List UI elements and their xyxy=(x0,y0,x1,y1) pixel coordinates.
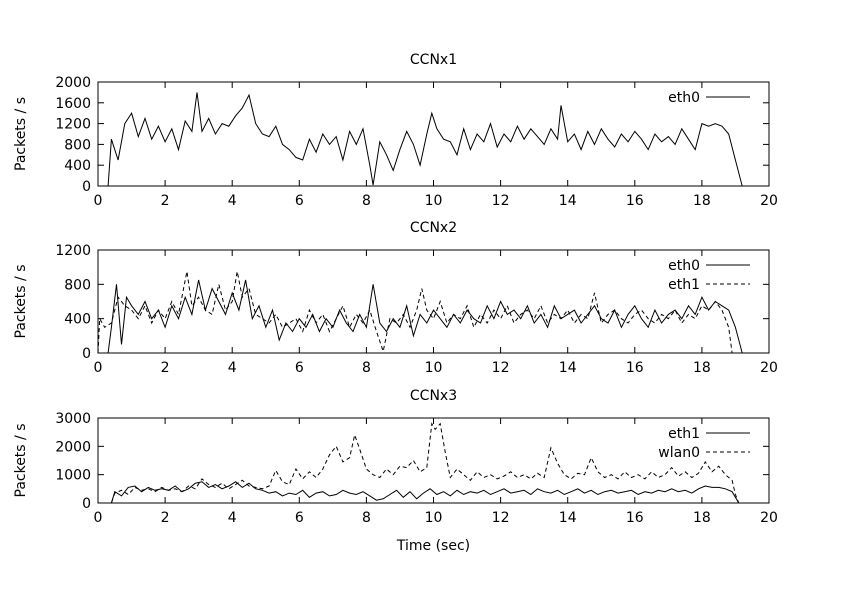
chart-title: CCNx2 xyxy=(410,220,457,236)
legend-label-eth0: eth0 xyxy=(668,258,700,274)
x-tick-label: 6 xyxy=(295,510,304,526)
y-axis-label: Packets / s xyxy=(13,423,29,497)
y-tick-label: 400 xyxy=(64,158,91,174)
series-line-eth0 xyxy=(98,92,769,187)
x-tick-label: 0 xyxy=(94,193,103,209)
y-axis-label: Packets / s xyxy=(13,264,29,338)
x-tick-label: 8 xyxy=(362,360,371,376)
chart-panel-2: CCNx2 Packets / s 0 400 800 1200 0 2 4 6 8 10 12 14 16… xyxy=(13,220,778,376)
chart-title: CCNx3 xyxy=(410,388,457,404)
x-tick-label: 6 xyxy=(295,193,304,209)
x-tick-label: 12 xyxy=(492,360,510,376)
y-tick-label: 2000 xyxy=(55,439,91,455)
x-tick-label: 12 xyxy=(492,193,510,209)
series-line-eth1 xyxy=(97,271,769,354)
x-tick-label: 4 xyxy=(228,360,237,376)
y-tick-label: 400 xyxy=(64,312,91,328)
y-tick-label: 800 xyxy=(64,277,91,293)
x-tick-label: 14 xyxy=(559,360,577,376)
x-tick-label: 2 xyxy=(161,360,170,376)
x-tick-label: 16 xyxy=(626,510,644,526)
y-tick-label: 2000 xyxy=(55,75,91,91)
series-line-eth1 xyxy=(98,481,769,504)
x-tick-label: 6 xyxy=(295,360,304,376)
y-axis-label: Packets / s xyxy=(13,97,29,171)
legend-label-eth1: eth1 xyxy=(668,426,700,442)
y-tick-label: 1600 xyxy=(55,96,91,112)
legend-label-eth0: eth0 xyxy=(668,90,700,106)
x-tick-label: 0 xyxy=(94,360,103,376)
y-tick-label: 0 xyxy=(82,346,91,362)
x-tick-label: 14 xyxy=(559,510,577,526)
x-tick-label: 20 xyxy=(760,510,778,526)
x-tick-label: 20 xyxy=(760,360,778,376)
x-tick-label: 20 xyxy=(760,193,778,209)
x-tick-label: 8 xyxy=(362,193,371,209)
chart-panel-1: CCNx1 Packets / s 0 400 800 1200 1600 2000 0 2 4 6 8… xyxy=(13,52,778,209)
series-line-wlan0 xyxy=(98,422,769,504)
legend-label-wlan0: wlan0 xyxy=(658,445,700,461)
x-tick-label: 18 xyxy=(693,360,711,376)
x-tick-label: 14 xyxy=(559,193,577,209)
x-tick-label: 10 xyxy=(425,510,443,526)
legend-label-eth1: eth1 xyxy=(668,277,700,293)
x-tick-label: 18 xyxy=(693,193,711,209)
x-tick-label: 0 xyxy=(94,510,103,526)
y-tick-label: 1000 xyxy=(55,468,91,484)
x-tick-label: 16 xyxy=(626,360,644,376)
x-tick-label: 2 xyxy=(161,193,170,209)
x-tick-label: 8 xyxy=(362,510,371,526)
y-tick-label: 3000 xyxy=(55,411,91,427)
chart-panel-3: CCNx3 Packets / s 0 1000 2000 3000 0 2 4 6 8 10 12 14… xyxy=(13,388,778,554)
x-tick-label: 16 xyxy=(626,193,644,209)
y-tick-label: 0 xyxy=(82,179,91,195)
y-tick-label: 0 xyxy=(82,496,91,512)
x-tick-label: 4 xyxy=(228,510,237,526)
y-tick-label: 800 xyxy=(64,137,91,153)
y-tick-label: 1200 xyxy=(55,243,91,259)
x-tick-label: 2 xyxy=(161,510,170,526)
series-line-eth0 xyxy=(98,279,769,354)
x-tick-label: 10 xyxy=(425,193,443,209)
y-tick-label: 1200 xyxy=(55,117,91,133)
chart-title: CCNx1 xyxy=(410,52,457,68)
x-tick-label: 18 xyxy=(693,510,711,526)
x-tick-label: 10 xyxy=(425,360,443,376)
x-tick-label: 4 xyxy=(228,193,237,209)
x-axis-label: Time (sec) xyxy=(396,538,470,554)
x-tick-label: 12 xyxy=(492,510,510,526)
